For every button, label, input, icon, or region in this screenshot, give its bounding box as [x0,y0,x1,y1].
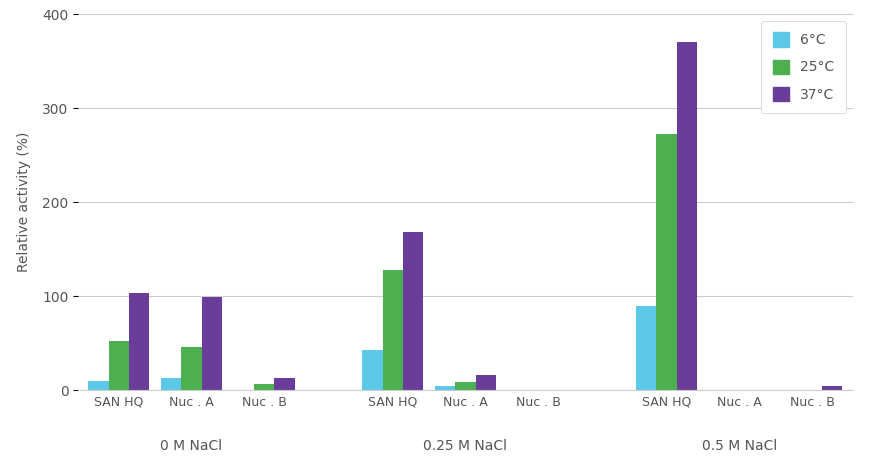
Y-axis label: Relative activity (%): Relative activity (%) [17,132,31,272]
Bar [254,384,274,390]
Bar [434,386,454,390]
Bar [274,378,295,390]
Bar [182,347,202,390]
Bar [821,386,841,390]
Bar [676,42,696,390]
Bar [362,350,382,390]
Legend: 6°C, 25°C, 37°C: 6°C, 25°C, 37°C [760,21,845,113]
Bar [89,381,109,390]
Text: 0.25 M NaCl: 0.25 M NaCl [423,439,507,453]
Bar [635,306,656,390]
Bar [382,270,402,390]
Bar [475,375,495,390]
Bar [129,293,149,390]
Text: 0.5 M NaCl: 0.5 M NaCl [701,439,776,453]
Bar [454,382,475,390]
Bar [656,134,676,390]
Bar [109,341,129,390]
Text: 0 M NaCl: 0 M NaCl [160,439,222,453]
Bar [161,378,182,390]
Bar [202,297,222,390]
Bar [402,232,422,390]
